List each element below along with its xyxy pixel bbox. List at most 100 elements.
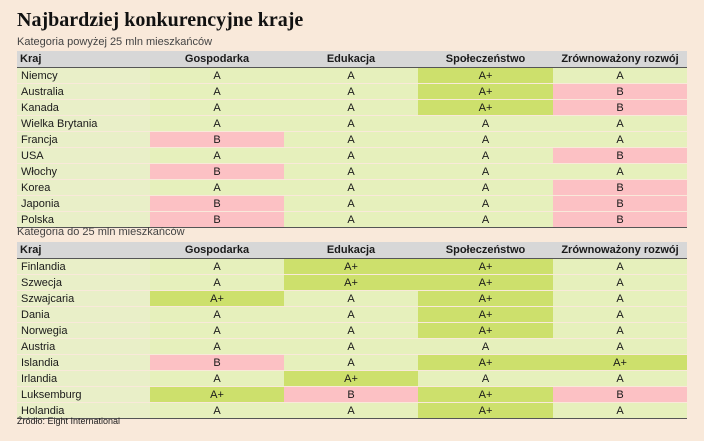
header-education: Edukacja	[284, 242, 418, 259]
rating-cell: A	[150, 338, 284, 355]
table-row: Finlandia A A+ A+ A	[17, 258, 687, 275]
rating-cell: A	[284, 99, 418, 116]
rating-cell: B	[553, 386, 687, 403]
table-row: Japonia B A A B	[17, 195, 687, 212]
rating-cell: A+	[553, 354, 687, 371]
rating-cell: A	[553, 370, 687, 387]
header-economy: Gospodarka	[150, 242, 284, 259]
group2-subtitle: Kategoria do 25 mln mieszkańców	[17, 226, 185, 238]
country-name: Japonia	[17, 195, 150, 212]
table-row: Austria A A A A	[17, 338, 687, 355]
rating-cell: A	[418, 338, 553, 355]
rating-cell: A+	[418, 306, 553, 323]
rating-cell: A	[418, 115, 553, 132]
rating-cell: A+	[418, 274, 553, 291]
rating-cell: A+	[418, 322, 553, 339]
header-sustainability: Zrównoważony rozwój	[553, 242, 687, 259]
rating-cell: B	[150, 195, 284, 212]
country-name: Korea	[17, 179, 150, 196]
rating-cell: A	[284, 402, 418, 419]
country-name: Dania	[17, 306, 150, 323]
table-row: Francja B A A A	[17, 131, 687, 148]
rating-cell: A	[284, 195, 418, 212]
rating-cell: A	[418, 131, 553, 148]
country-name: Irlandia	[17, 370, 150, 387]
rating-cell: A	[284, 338, 418, 355]
rating-cell: A	[150, 258, 284, 275]
table-row: Irlandia A A+ A A	[17, 370, 687, 387]
rating-cell: A	[284, 115, 418, 132]
rating-cell: A	[284, 211, 418, 228]
rating-cell: A	[553, 274, 687, 291]
table-row: Szwecja A A+ A+ A	[17, 274, 687, 291]
rating-cell: A	[284, 147, 418, 164]
country-name: Szwajcaria	[17, 290, 150, 307]
rating-cell: A+	[284, 258, 418, 275]
rating-cell: A	[284, 67, 418, 84]
rating-cell: A	[284, 354, 418, 371]
rating-cell: A	[418, 195, 553, 212]
country-name: Holandia	[17, 402, 150, 419]
table-row: Holandia A A A+ A	[17, 402, 687, 419]
rating-cell: A	[284, 179, 418, 196]
country-name: Polska	[17, 211, 150, 228]
rating-cell: A	[284, 131, 418, 148]
table-row: Szwajcaria A+ A A+ A	[17, 290, 687, 307]
rating-cell: A+	[284, 274, 418, 291]
table-large-countries: Kraj Gospodarka Edukacja Społeczeństwo Z…	[17, 51, 687, 228]
header-country: Kraj	[17, 51, 150, 68]
rating-cell: A+	[418, 67, 553, 84]
rating-cell: A	[284, 163, 418, 180]
rating-cell: A	[418, 147, 553, 164]
rating-cell: B	[553, 179, 687, 196]
table-row: Dania A A A+ A	[17, 306, 687, 323]
rating-cell: A	[418, 179, 553, 196]
rating-cell: B	[553, 99, 687, 116]
rating-cell: B	[150, 131, 284, 148]
rating-cell: A+	[418, 258, 553, 275]
country-name: Wielka Brytania	[17, 115, 150, 132]
rating-cell: B	[553, 195, 687, 212]
table-row: Kanada A A A+ B	[17, 99, 687, 116]
country-name: USA	[17, 147, 150, 164]
rating-cell: A	[284, 306, 418, 323]
rating-cell: A+	[150, 290, 284, 307]
rating-cell: A	[150, 179, 284, 196]
rating-cell: A+	[284, 370, 418, 387]
rating-cell: A+	[418, 99, 553, 116]
table-row: Niemcy A A A+ A	[17, 67, 687, 84]
rating-cell: A	[150, 147, 284, 164]
table-row: Korea A A A B	[17, 179, 687, 196]
header-economy: Gospodarka	[150, 51, 284, 68]
table-row: Wielka Brytania A A A A	[17, 115, 687, 132]
rating-cell: A	[150, 67, 284, 84]
rating-cell: A	[284, 83, 418, 100]
rating-cell: A	[284, 322, 418, 339]
table-row: Islandia B A A+ A+	[17, 354, 687, 371]
rating-cell: A	[553, 131, 687, 148]
rating-cell: B	[553, 147, 687, 164]
rating-cell: B	[553, 83, 687, 100]
rating-cell: A	[553, 67, 687, 84]
table-row: Australia A A A+ B	[17, 83, 687, 100]
rating-cell: A	[150, 99, 284, 116]
table-row: Luksemburg A+ B A+ B	[17, 386, 687, 403]
country-name: Niemcy	[17, 67, 150, 84]
rating-cell: A	[553, 338, 687, 355]
table-row: Norwegia A A A+ A	[17, 322, 687, 339]
country-name: Kanada	[17, 99, 150, 116]
rating-cell: A	[284, 290, 418, 307]
rating-cell: A	[553, 115, 687, 132]
country-name: Islandia	[17, 354, 150, 371]
source-note: Źródło: Eight International	[17, 416, 121, 426]
rating-cell: A	[553, 306, 687, 323]
page-title: Najbardziej konkurencyjne kraje	[17, 9, 304, 31]
rating-cell: A	[418, 370, 553, 387]
table-row: Włochy B A A A	[17, 163, 687, 180]
rating-cell: A+	[150, 386, 284, 403]
table-small-countries: Kraj Gospodarka Edukacja Społeczeństwo Z…	[17, 242, 687, 419]
rating-cell: A+	[418, 402, 553, 419]
country-name: Austria	[17, 338, 150, 355]
rating-cell: A	[553, 163, 687, 180]
country-name: Szwecja	[17, 274, 150, 291]
